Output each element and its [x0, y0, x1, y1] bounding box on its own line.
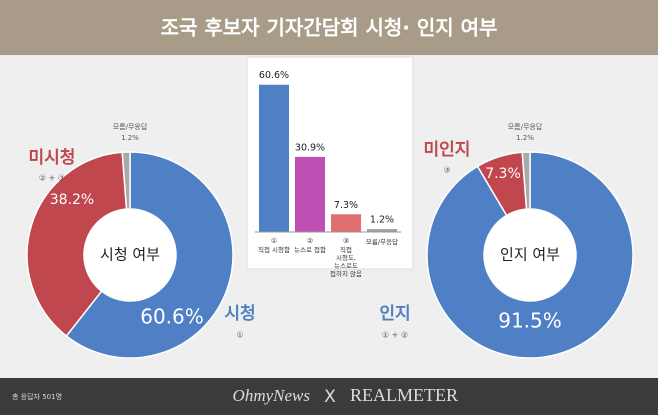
bar: [295, 156, 325, 232]
value-label: 91.5%: [498, 309, 562, 333]
title: 조국 후보자 기자간담회 시청· 인지 여부: [161, 16, 498, 40]
slice-name: 시청: [224, 303, 255, 324]
slice-name: 미인지: [424, 140, 471, 160]
footer-band: [0, 378, 658, 415]
bar-marker: ③: [343, 237, 349, 245]
slice-name: 미시청: [29, 147, 76, 168]
bar-label: 뉴스로 접함: [294, 246, 326, 254]
bar-marker: ①: [271, 237, 277, 245]
brand-right: REALMETER: [350, 385, 458, 405]
value-label: 7.3%: [485, 166, 521, 182]
value-label: 30.9%: [295, 142, 325, 153]
value-label: 60.6%: [140, 305, 204, 329]
value-label: 60.6%: [259, 70, 289, 81]
donut-hole: [84, 209, 176, 301]
footer-note: 총 응답자 501명: [12, 392, 62, 401]
slice-name: 모름/무응답: [508, 122, 543, 131]
center-label: 시청 여부: [100, 246, 160, 264]
value-label: 1.2%: [516, 134, 534, 142]
bar-label: 모름/무응답: [365, 238, 399, 246]
center-label: 인지 여부: [500, 246, 560, 264]
slice-name: 인지: [379, 304, 410, 324]
slice-subtitle: ② + ③: [39, 174, 65, 183]
slice-subtitle: ①: [236, 331, 243, 340]
bar: [367, 229, 397, 232]
value-label: 1.2%: [370, 215, 394, 226]
bar-label: 직접 시청함: [258, 246, 290, 254]
slice-subtitle: ③: [443, 166, 450, 175]
bar: [259, 84, 289, 232]
brand-left: OhmyNews: [233, 386, 311, 405]
bar: [331, 214, 361, 232]
value-label: 7.3%: [334, 200, 358, 211]
header-band: [0, 0, 658, 55]
value-label: 1.2%: [121, 134, 139, 142]
bar-label: 직접 시청도, 뉴스로도 접하지 않음: [330, 246, 362, 278]
brand-separator: X: [324, 387, 336, 407]
donut-hole: [484, 209, 576, 301]
bar-marker: ②: [307, 237, 313, 245]
slice-subtitle: ① + ②: [382, 331, 408, 340]
slice-name: 모름/무응답: [113, 122, 148, 131]
value-label: 38.2%: [50, 192, 94, 208]
